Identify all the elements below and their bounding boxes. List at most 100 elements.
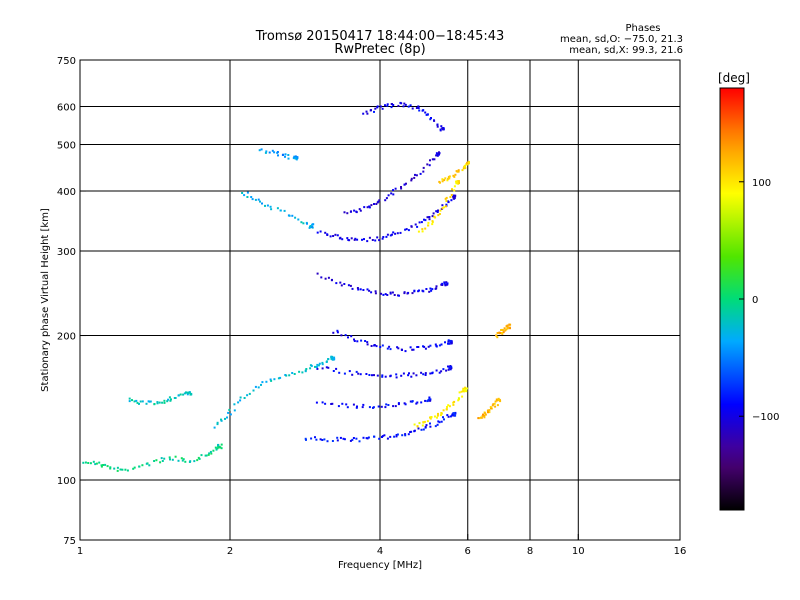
data-point (82, 461, 85, 464)
data-point (312, 223, 315, 226)
data-point (343, 372, 346, 375)
data-point (395, 373, 398, 376)
data-point (135, 399, 138, 402)
data-point (422, 373, 425, 376)
data-point (385, 235, 388, 238)
data-point (87, 462, 90, 464)
data-point (126, 469, 129, 472)
echo-trace (316, 272, 449, 297)
data-point (391, 291, 394, 294)
data-point (184, 460, 187, 463)
data-point (449, 339, 452, 342)
data-point (414, 173, 416, 176)
data-point (212, 449, 215, 452)
data-point (357, 288, 360, 291)
data-point (441, 207, 444, 210)
data-point (353, 338, 355, 341)
data-point (248, 392, 251, 395)
data-point (389, 435, 392, 438)
data-point (374, 239, 377, 242)
data-point (446, 414, 449, 417)
data-point (277, 377, 280, 380)
data-point (445, 281, 448, 284)
data-point (439, 209, 442, 212)
data-point (124, 468, 127, 471)
data-point (321, 401, 324, 404)
data-point (423, 345, 426, 348)
data-point (180, 457, 183, 460)
data-point (351, 438, 354, 441)
y-tick-label: 200 (57, 332, 76, 343)
data-point (484, 413, 487, 416)
data-point (431, 372, 434, 375)
data-point (381, 374, 384, 377)
data-point (283, 209, 286, 212)
data-point (426, 113, 429, 116)
data-point (496, 332, 499, 334)
data-point (394, 187, 397, 190)
data-point (429, 372, 432, 375)
data-point (435, 369, 438, 372)
data-point (92, 460, 95, 463)
data-point (348, 370, 351, 373)
data-point (366, 112, 369, 115)
data-point (373, 435, 376, 438)
data-point (434, 425, 437, 428)
data-point (381, 436, 383, 438)
data-point (185, 391, 187, 394)
data-point (359, 288, 362, 291)
data-point (464, 386, 467, 389)
data-point (356, 405, 358, 408)
data-point (160, 457, 163, 460)
data-point (425, 424, 428, 427)
data-point (439, 181, 441, 184)
data-point (435, 210, 438, 213)
data-point (423, 218, 425, 221)
data-point (226, 416, 228, 419)
data-point (374, 292, 377, 295)
data-point (264, 151, 267, 154)
y-tick-label: 75 (63, 536, 76, 547)
data-point (333, 356, 336, 359)
data-point (403, 291, 406, 294)
data-point (509, 327, 511, 330)
data-point (424, 399, 427, 402)
data-point (496, 404, 499, 407)
data-point (153, 460, 156, 462)
data-point (499, 399, 501, 402)
data-point (285, 374, 288, 377)
data-point (343, 283, 346, 285)
y-axis-label: Stationary phase Virtual Height [km] (40, 208, 51, 392)
data-point (100, 465, 103, 468)
data-point (246, 196, 249, 198)
data-point (414, 223, 417, 226)
data-point (409, 431, 412, 433)
data-point (447, 201, 450, 204)
y-tick-label: 100 (57, 476, 76, 487)
data-point (305, 438, 307, 441)
data-point (339, 281, 342, 284)
data-point (350, 335, 353, 338)
data-point (431, 288, 434, 291)
data-point (444, 177, 447, 180)
data-point (314, 436, 316, 439)
data-point (453, 175, 456, 178)
plot-area (79, 59, 681, 541)
data-point (250, 196, 253, 198)
data-point (339, 436, 342, 439)
data-point (332, 331, 335, 334)
data-point (389, 234, 392, 237)
data-point (422, 421, 425, 424)
data-point (213, 426, 216, 429)
data-point (411, 292, 414, 295)
data-point (276, 151, 279, 153)
data-point (133, 400, 136, 403)
data-point (133, 466, 136, 469)
data-point (119, 468, 122, 471)
data-point (366, 288, 369, 291)
data-point (447, 365, 449, 368)
data-point (403, 402, 406, 405)
data-point (102, 464, 105, 466)
data-point (381, 237, 384, 240)
data-point (265, 380, 268, 383)
